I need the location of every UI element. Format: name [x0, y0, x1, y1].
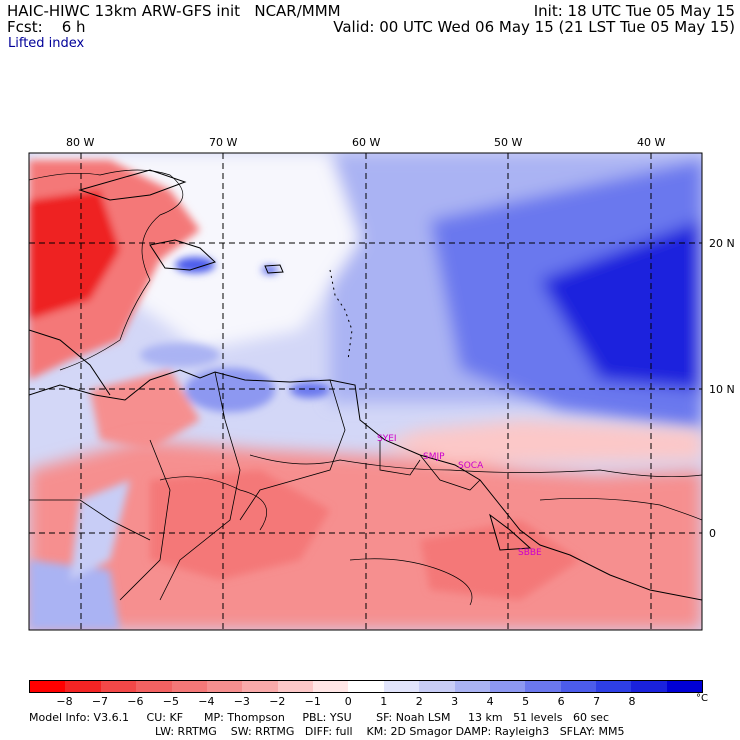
- colorbar-segment: [419, 681, 455, 692]
- colorbar-segment: [100, 681, 137, 692]
- field-deep-red-west: [29, 190, 120, 320]
- field-pink-transition: [380, 420, 702, 465]
- colorbar-tick-label: 8: [628, 695, 636, 708]
- colorbar-tick-label: 0: [344, 695, 352, 708]
- colorbar-tick-label: −1: [304, 695, 321, 708]
- colorbar-tick-label: −7: [91, 695, 109, 708]
- colorbar-tick-label: 4: [486, 695, 494, 708]
- coastlines: [29, 169, 702, 601]
- contour-line-3: [159, 476, 268, 531]
- field-blue-andes: [29, 560, 120, 630]
- forecast-hour: Fcst: 6 h: [7, 18, 86, 36]
- field-blue-patch-4: [290, 382, 330, 398]
- model-info-line-1: Model Info: V3.6.1 CU: KF MP: Thompson P…: [29, 711, 609, 724]
- init-time: Init: 18 UTC Tue 05 May 15: [533, 2, 735, 20]
- coast-lesser-antilles: [329, 269, 353, 361]
- colorbar-segment: [631, 681, 667, 692]
- field-blue-patch-3: [185, 368, 275, 412]
- colorbar-tick-label: −8: [56, 695, 73, 708]
- colorbar-segment: [313, 681, 349, 692]
- contour-line-4: [349, 558, 473, 606]
- border-peru: [29, 499, 151, 541]
- station-label: SOCA: [458, 461, 484, 471]
- colorbar-segment: [454, 681, 490, 692]
- model-title: HAIC-HIWC 13km ARW-GFS init NCAR/MMM: [7, 2, 341, 20]
- lon-label: 70 W: [209, 136, 237, 149]
- colorbar-segment: [171, 681, 207, 692]
- border-suriname: [379, 440, 421, 476]
- field-blue-patch-1: [175, 257, 215, 273]
- lon-label: 40 W: [637, 136, 665, 149]
- coast-puerto-rico: [264, 264, 284, 274]
- colorbar-tick-label: 6: [557, 695, 565, 708]
- colorbar-segment: [348, 681, 384, 692]
- colorbar-tick-label: 1: [380, 695, 388, 708]
- colorbar-segment: [489, 681, 526, 692]
- colorbar-tick-label: 2: [415, 695, 423, 708]
- colorbar-labels: −8 −7 −6 −5 −4 −3 −2 −1 0 1 2 3 4 5 6 7 8: [29, 695, 703, 708]
- model-info-line-2: LW: RRTMG SW: RRTMG DIFF: full KM: 2D Sm…: [155, 725, 625, 738]
- colorbar-segment: [277, 681, 313, 692]
- colorbar-segment: [136, 681, 172, 692]
- colorbar-segment: [242, 681, 278, 692]
- coast-central-america: [29, 329, 111, 396]
- field-name: Lifted index: [8, 36, 85, 51]
- valid-time: Valid: 00 UTC Wed 06 May 15 (21 LST Tue …: [333, 18, 735, 36]
- lat-label: 0: [709, 527, 716, 540]
- lifted-index-field: SYEI SMJP SOCA SBBE: [29, 153, 702, 630]
- colorbar-tick-label: 3: [451, 695, 459, 708]
- lon-label: 80 W: [66, 136, 94, 149]
- field-deep-blue-region: [540, 220, 702, 390]
- colorbar-tick-label: 5: [522, 695, 530, 708]
- colorbar-tick-label: −3: [233, 695, 250, 708]
- colorbar-segment: [383, 681, 420, 692]
- colorbar-segment: [666, 681, 703, 692]
- border-guyana-brazil: [239, 379, 346, 521]
- colorbar-unit: °C: [696, 693, 708, 704]
- field-red-patch-1: [150, 470, 330, 580]
- colorbar-segment: [596, 681, 632, 692]
- field-blue-patch-5: [140, 343, 220, 367]
- station-label: SBBE: [518, 548, 542, 558]
- colorbar-tick-label: −5: [162, 695, 179, 708]
- lon-label: 50 W: [494, 136, 522, 149]
- border-colombia-ecuador: [119, 439, 171, 601]
- colorbar-segment: [65, 681, 101, 692]
- country-borders: [29, 371, 481, 601]
- map-frame: [28, 152, 703, 631]
- colorbar-segment: [560, 681, 596, 692]
- colorbar-tick-label: −6: [127, 695, 144, 708]
- colorbar-tick-label: −2: [269, 695, 286, 708]
- lat-label: 20 N: [709, 237, 735, 250]
- coast-hispaniola: [149, 239, 216, 271]
- coast-cuba: [78, 169, 187, 201]
- colorbar-tick-label: −4: [198, 695, 215, 708]
- colorbar-segment: [525, 681, 561, 692]
- contour-line-5: [539, 497, 702, 521]
- contour-lines: [29, 169, 702, 606]
- coast-amazon-mouth: [489, 513, 532, 551]
- coast-south-america: [29, 369, 702, 601]
- field-blue-andes-2: [70, 480, 130, 580]
- station-label: SMJP: [423, 452, 445, 462]
- field-red-isthmus: [90, 370, 200, 450]
- colorbar-segment: [206, 681, 243, 692]
- border-venezuela-colombia: [159, 371, 241, 601]
- lon-label: 60 W: [352, 136, 380, 149]
- contour-line-1: [29, 169, 184, 371]
- colorbar: [29, 680, 703, 693]
- graticule: [29, 153, 702, 630]
- station-label: SYEI: [377, 434, 397, 444]
- colorbar-tick-label: 7: [593, 695, 601, 708]
- lat-label: 10 N: [709, 383, 735, 396]
- border-french-guiana: [419, 454, 481, 491]
- colorbar-segment: [30, 681, 66, 692]
- contour-line-2: [249, 454, 702, 478]
